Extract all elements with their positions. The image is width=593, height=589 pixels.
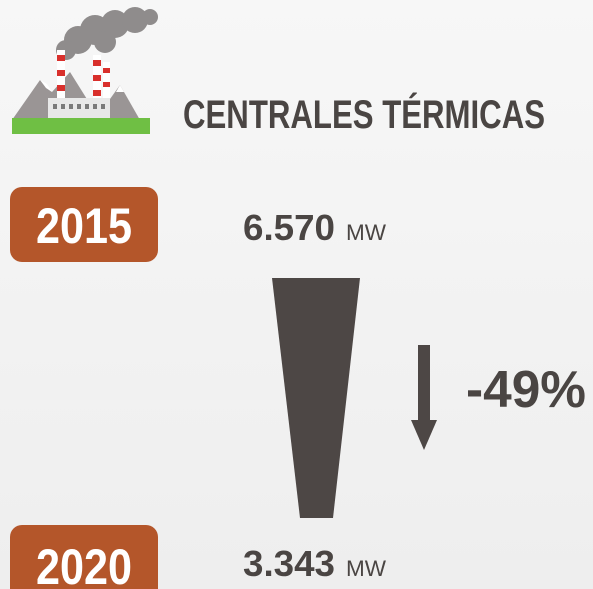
title: CENTRALES TÉRMICAS	[183, 92, 545, 137]
year: 2020	[36, 539, 132, 589]
year: 2015	[36, 198, 132, 254]
arrow-shaft	[418, 345, 430, 423]
value: 6.570	[243, 207, 335, 248]
infographic: CENTRALES TÉRMICAS 2015 6.570 MW -49% 20…	[0, 0, 593, 589]
unit: MW	[346, 220, 386, 245]
value: 3.343	[243, 543, 335, 584]
change: -49%	[466, 361, 586, 419]
unit: MW	[346, 556, 386, 581]
page: CENTRALES TÉRMICAS 2015 6.570 MW -49% 20…	[0, 0, 593, 589]
